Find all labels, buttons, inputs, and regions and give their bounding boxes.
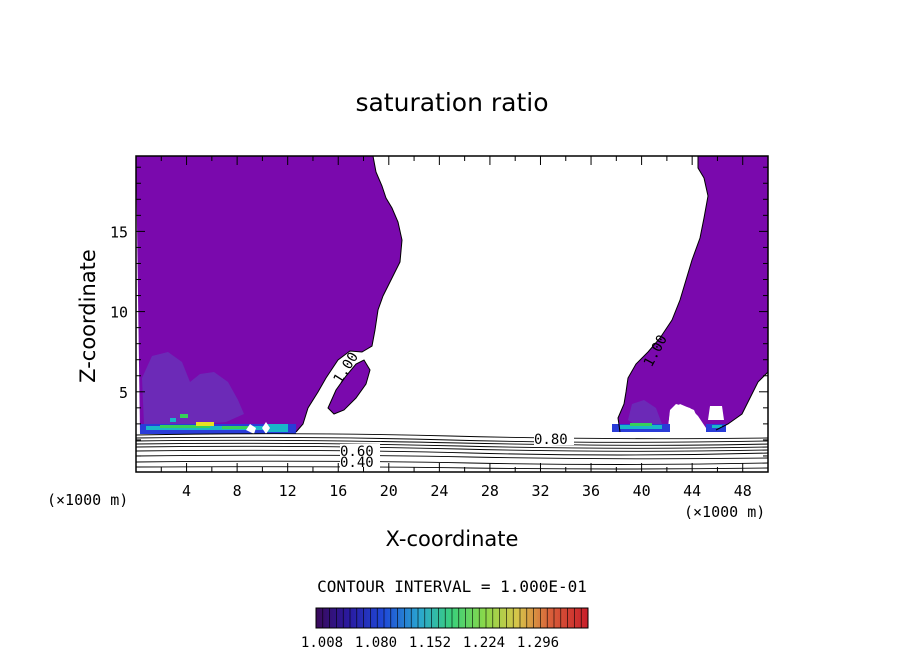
y-tick-label: 15 [110, 223, 128, 241]
colorbar-tick-label: 1.152 [409, 635, 451, 651]
x-tick-label: 28 [481, 482, 499, 500]
x-tick-label: 20 [380, 482, 398, 500]
x-tick-label: 44 [683, 482, 701, 500]
x-unit-right: (×1000 m) [684, 503, 765, 521]
x-unit-left: (×1000 m) [47, 491, 128, 509]
saturated-region-left [136, 156, 402, 434]
contour-label: 0.40 [340, 455, 374, 471]
saturated-region-right [618, 156, 768, 432]
contour-interval: CONTOUR INTERVAL = 1.000E-01 [317, 577, 587, 596]
y-tick-label: 10 [110, 304, 128, 322]
supersaturation-bands [140, 414, 726, 434]
colorbar-tick-label: 1.224 [463, 635, 505, 651]
colorbar-tick-label: 1.296 [517, 635, 559, 651]
contour-label: 0.80 [534, 432, 568, 448]
x-tick-label: 8 [233, 482, 242, 500]
plot-frame [135, 155, 769, 473]
y-tick-label: 5 [119, 384, 128, 402]
chart-title: saturation ratio [355, 88, 548, 117]
x-tick-label: 24 [430, 482, 448, 500]
x-tick-label: 36 [582, 482, 600, 500]
x-tick-label: 32 [531, 482, 549, 500]
x-tick-label: 16 [329, 482, 347, 500]
x-axis-label: X-coordinate [386, 527, 519, 551]
enhanced-region-left [142, 352, 244, 424]
contour-lines [136, 433, 768, 470]
y-axis-label: Z-coordinate [76, 249, 100, 383]
x-tick-label: 48 [734, 482, 752, 500]
colorbar-tick-label: 1.080 [355, 635, 397, 651]
colorbar-tick-label: 1.008 [301, 635, 343, 651]
x-tick-label: 40 [633, 482, 651, 500]
saturated-island [328, 360, 370, 414]
x-tick-label: 12 [279, 482, 297, 500]
x-tick-label: 4 [182, 482, 191, 500]
